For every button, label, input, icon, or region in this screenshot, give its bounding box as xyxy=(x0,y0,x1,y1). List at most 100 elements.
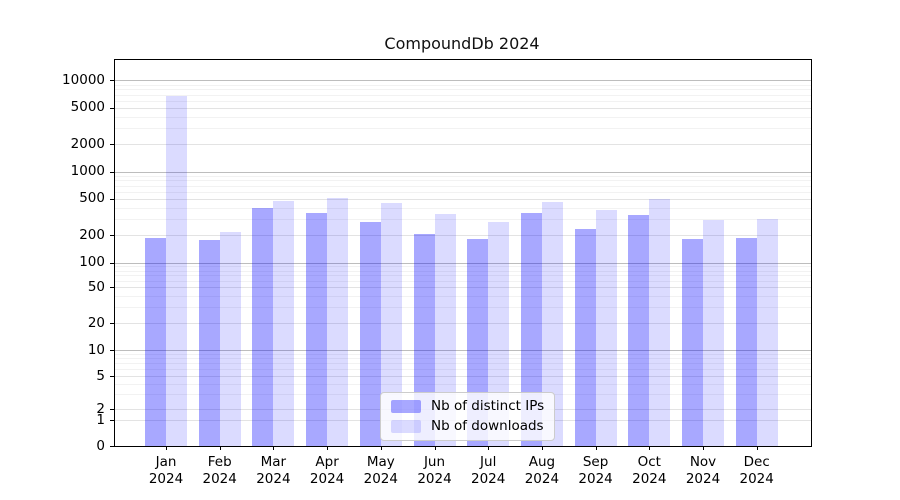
x-tick-label-mar-2024: Mar 2024 xyxy=(256,454,291,487)
bar-distinct-ips-jan xyxy=(145,238,166,446)
x-tick-aug-2024 xyxy=(541,446,543,450)
y-tick-10000 xyxy=(110,80,114,82)
gridline-y-5 xyxy=(115,376,811,377)
x-tick-label-feb-2024: Feb 2024 xyxy=(202,454,237,487)
x-tick-jun-2024 xyxy=(434,446,436,450)
gridline-y-minor-30 xyxy=(115,307,811,309)
y-tick-200 xyxy=(110,235,114,237)
gridline-y-minor-90 xyxy=(115,266,811,268)
y-tick-label-1000: 1000 xyxy=(70,163,105,179)
bar-downloads-jan xyxy=(166,96,187,446)
x-tick-feb-2024 xyxy=(219,446,221,450)
x-tick-oct-2024 xyxy=(649,446,651,450)
plot-area: 0 1 2 5 10 20 50 100 200 500 1000 2000 5000 10000 Jan … xyxy=(62,59,812,487)
bar-distinct-ips-dec xyxy=(735,237,757,446)
gridline-y-minor-600 xyxy=(115,191,811,193)
bar-distinct-ips-aug xyxy=(520,212,542,446)
gridline-y-10000 xyxy=(115,80,811,82)
bar-distinct-ips-may xyxy=(359,221,381,446)
gridline-y-minor-7 xyxy=(115,363,811,365)
x-tick-nov-2024 xyxy=(703,446,704,450)
x-tick-dec-2024 xyxy=(756,446,758,450)
gridline-y-minor-70 xyxy=(115,275,811,277)
bar-downloads-dec xyxy=(756,219,778,446)
legend-label-downloads: Nb of downloads xyxy=(431,417,544,434)
gridline-y-minor-4000 xyxy=(115,116,811,118)
y-tick-2 xyxy=(110,409,114,410)
bar-distinct-ips-nov xyxy=(682,239,703,446)
gridline-y-1000 xyxy=(115,171,811,173)
y-tick-500 xyxy=(110,198,114,200)
gridline-y-minor-9000 xyxy=(115,84,811,86)
legend-swatch-downloads xyxy=(391,419,421,433)
gridline-y-10 xyxy=(115,350,811,351)
gridline-y-minor-3000 xyxy=(115,128,811,129)
gridline-y-minor-6 xyxy=(115,369,811,371)
bar-downloads-feb xyxy=(219,232,241,446)
legend: Nb of distinct IPs Nb of downloads xyxy=(380,392,556,441)
gridline-y-5000 xyxy=(115,107,811,109)
gridline-y-minor-300 xyxy=(115,219,811,221)
legend-item-downloads: Nb of downloads xyxy=(391,417,544,434)
y-tick-label-50: 50 xyxy=(87,278,105,295)
x-tick-sep-2024 xyxy=(595,446,597,450)
y-tick-label-0: 0 xyxy=(96,437,105,454)
x-tick-jul-2024 xyxy=(488,446,490,450)
bar-downloads-may xyxy=(380,202,402,446)
x-tick-label-jun-2024: Jun 2024 xyxy=(417,454,452,487)
y-tick-label-20: 20 xyxy=(87,314,105,331)
y-tick-1000 xyxy=(110,171,114,173)
y-tick-label-200: 200 xyxy=(79,226,105,243)
x-tick-apr-2024 xyxy=(327,446,329,450)
bar-downloads-nov xyxy=(703,220,724,446)
x-tick-label-jan-2024: Jan 2024 xyxy=(148,454,184,487)
y-tick-5 xyxy=(110,376,114,377)
gridline-y-500 xyxy=(115,198,811,200)
y-tick-label-5: 5 xyxy=(96,367,105,384)
bar-downloads-jul xyxy=(488,221,510,446)
y-tick-label-10000: 10000 xyxy=(62,71,105,88)
gridline-y-minor-7000 xyxy=(115,94,811,96)
bar-downloads-jun xyxy=(434,214,456,446)
gridline-y-minor-6000 xyxy=(115,100,811,102)
x-tick-label-nov-2024: Nov 2024 xyxy=(685,454,721,487)
x-tick-label-sep-2024: Sep 2024 xyxy=(578,454,613,487)
y-tick-label-10: 10 xyxy=(87,341,105,358)
gridline-y-minor-4 xyxy=(115,384,811,385)
x-tick-label-jul-2024: Jul 2024 xyxy=(471,454,506,487)
bar-distinct-ips-apr xyxy=(306,212,328,446)
x-tick-mar-2024 xyxy=(273,446,275,450)
gridline-y-minor-8000 xyxy=(115,89,811,91)
x-tick-label-dec-2024: Dec 2024 xyxy=(739,454,774,487)
gridline-y-200 xyxy=(115,235,811,237)
gridline-y-minor-40 xyxy=(115,295,811,297)
x-tick-label-may-2024: May 2024 xyxy=(363,454,398,487)
y-tick-20 xyxy=(110,323,114,324)
bar-distinct-ips-oct xyxy=(628,215,650,446)
gridline-y-minor-400 xyxy=(115,207,811,209)
gridline-y-minor-700 xyxy=(115,185,811,187)
gridline-y-minor-800 xyxy=(115,180,811,182)
gridline-y-20 xyxy=(115,323,811,324)
bar-distinct-ips-mar xyxy=(252,207,274,446)
x-tick-label-aug-2024: Aug 2024 xyxy=(524,454,560,487)
gridline-y-minor-80 xyxy=(115,270,811,272)
gridline-y-50 xyxy=(115,287,811,288)
y-tick-2000 xyxy=(110,144,114,145)
legend-label-distinct-ips: Nb of distinct IPs xyxy=(431,398,545,414)
bar-distinct-ips-feb xyxy=(198,239,220,446)
y-tick-label-2000: 2000 xyxy=(70,135,105,152)
x-tick-label-apr-2024: Apr 2024 xyxy=(309,454,345,487)
bar-downloads-mar xyxy=(273,200,295,446)
gridline-y-2000 xyxy=(115,144,811,145)
chart-title: CompoundDb 2024 xyxy=(384,34,540,53)
legend-item-distinct-ips: Nb of distinct IPs xyxy=(391,398,545,414)
y-tick-1 xyxy=(110,420,114,421)
legend-swatch-distinct-ips xyxy=(391,400,421,414)
y-tick-label-500: 500 xyxy=(79,190,105,207)
gridline-y-100 xyxy=(115,262,811,264)
bar-downloads-apr xyxy=(327,197,349,446)
x-tick-label-oct-2024: Oct 2024 xyxy=(632,454,667,487)
y-tick-10 xyxy=(110,350,114,351)
y-tick-label-1: 1 xyxy=(96,411,105,428)
